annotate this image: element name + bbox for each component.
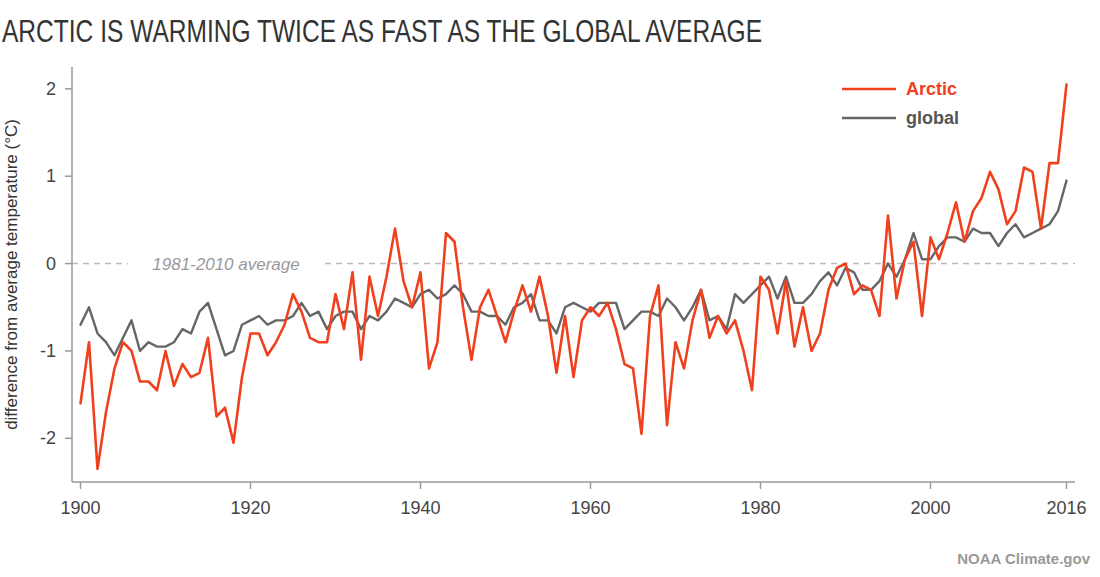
x-tick [1066,482,1068,489]
y-tick-label: 0 [46,254,56,274]
x-tick-label: 1920 [230,498,270,518]
x-tick [590,482,592,489]
chart: ARCTIC IS WARMING TWICE AS FAST AS THE G… [0,0,1100,577]
title: ARCTIC IS WARMING TWICE AS FAST AS THE G… [2,13,762,49]
annotation-bg [128,253,324,275]
legend-swatch [842,117,896,120]
y-tick [65,175,72,177]
y-tick [65,438,72,440]
y-tick-label: 1 [46,166,56,186]
x-tick [760,482,762,489]
x-axis [72,481,1075,483]
y-tick-label: 2 [46,79,56,99]
annotation: 1981-2010 average [152,255,299,274]
plot-area [81,84,1067,468]
x-tick [930,482,932,489]
legend-label: global [906,108,959,128]
x-tick-label: 1940 [400,498,440,518]
y-tick [65,350,72,352]
x-tick-label: 2016 [1046,498,1086,518]
x-tick-label: 1960 [570,498,610,518]
y-tick [65,263,72,265]
series-line [81,84,1067,468]
y-tick-label: -1 [40,341,56,361]
x-tick [80,482,82,489]
y-tick-label: -2 [40,428,56,448]
x-tick-label: 2000 [910,498,950,518]
series-line [81,181,1067,356]
x-tick [250,482,252,489]
x-tick [420,482,422,489]
legend-label: Arctic [906,79,957,99]
source: NOAA Climate.gov [957,550,1090,567]
y-axis-label: difference from average temperature (°C) [2,119,21,430]
y-axis [71,67,73,482]
x-tick-label: 1900 [60,498,100,518]
y-tick [65,88,72,90]
x-tick-label: 1980 [740,498,780,518]
legend-swatch [842,88,896,91]
